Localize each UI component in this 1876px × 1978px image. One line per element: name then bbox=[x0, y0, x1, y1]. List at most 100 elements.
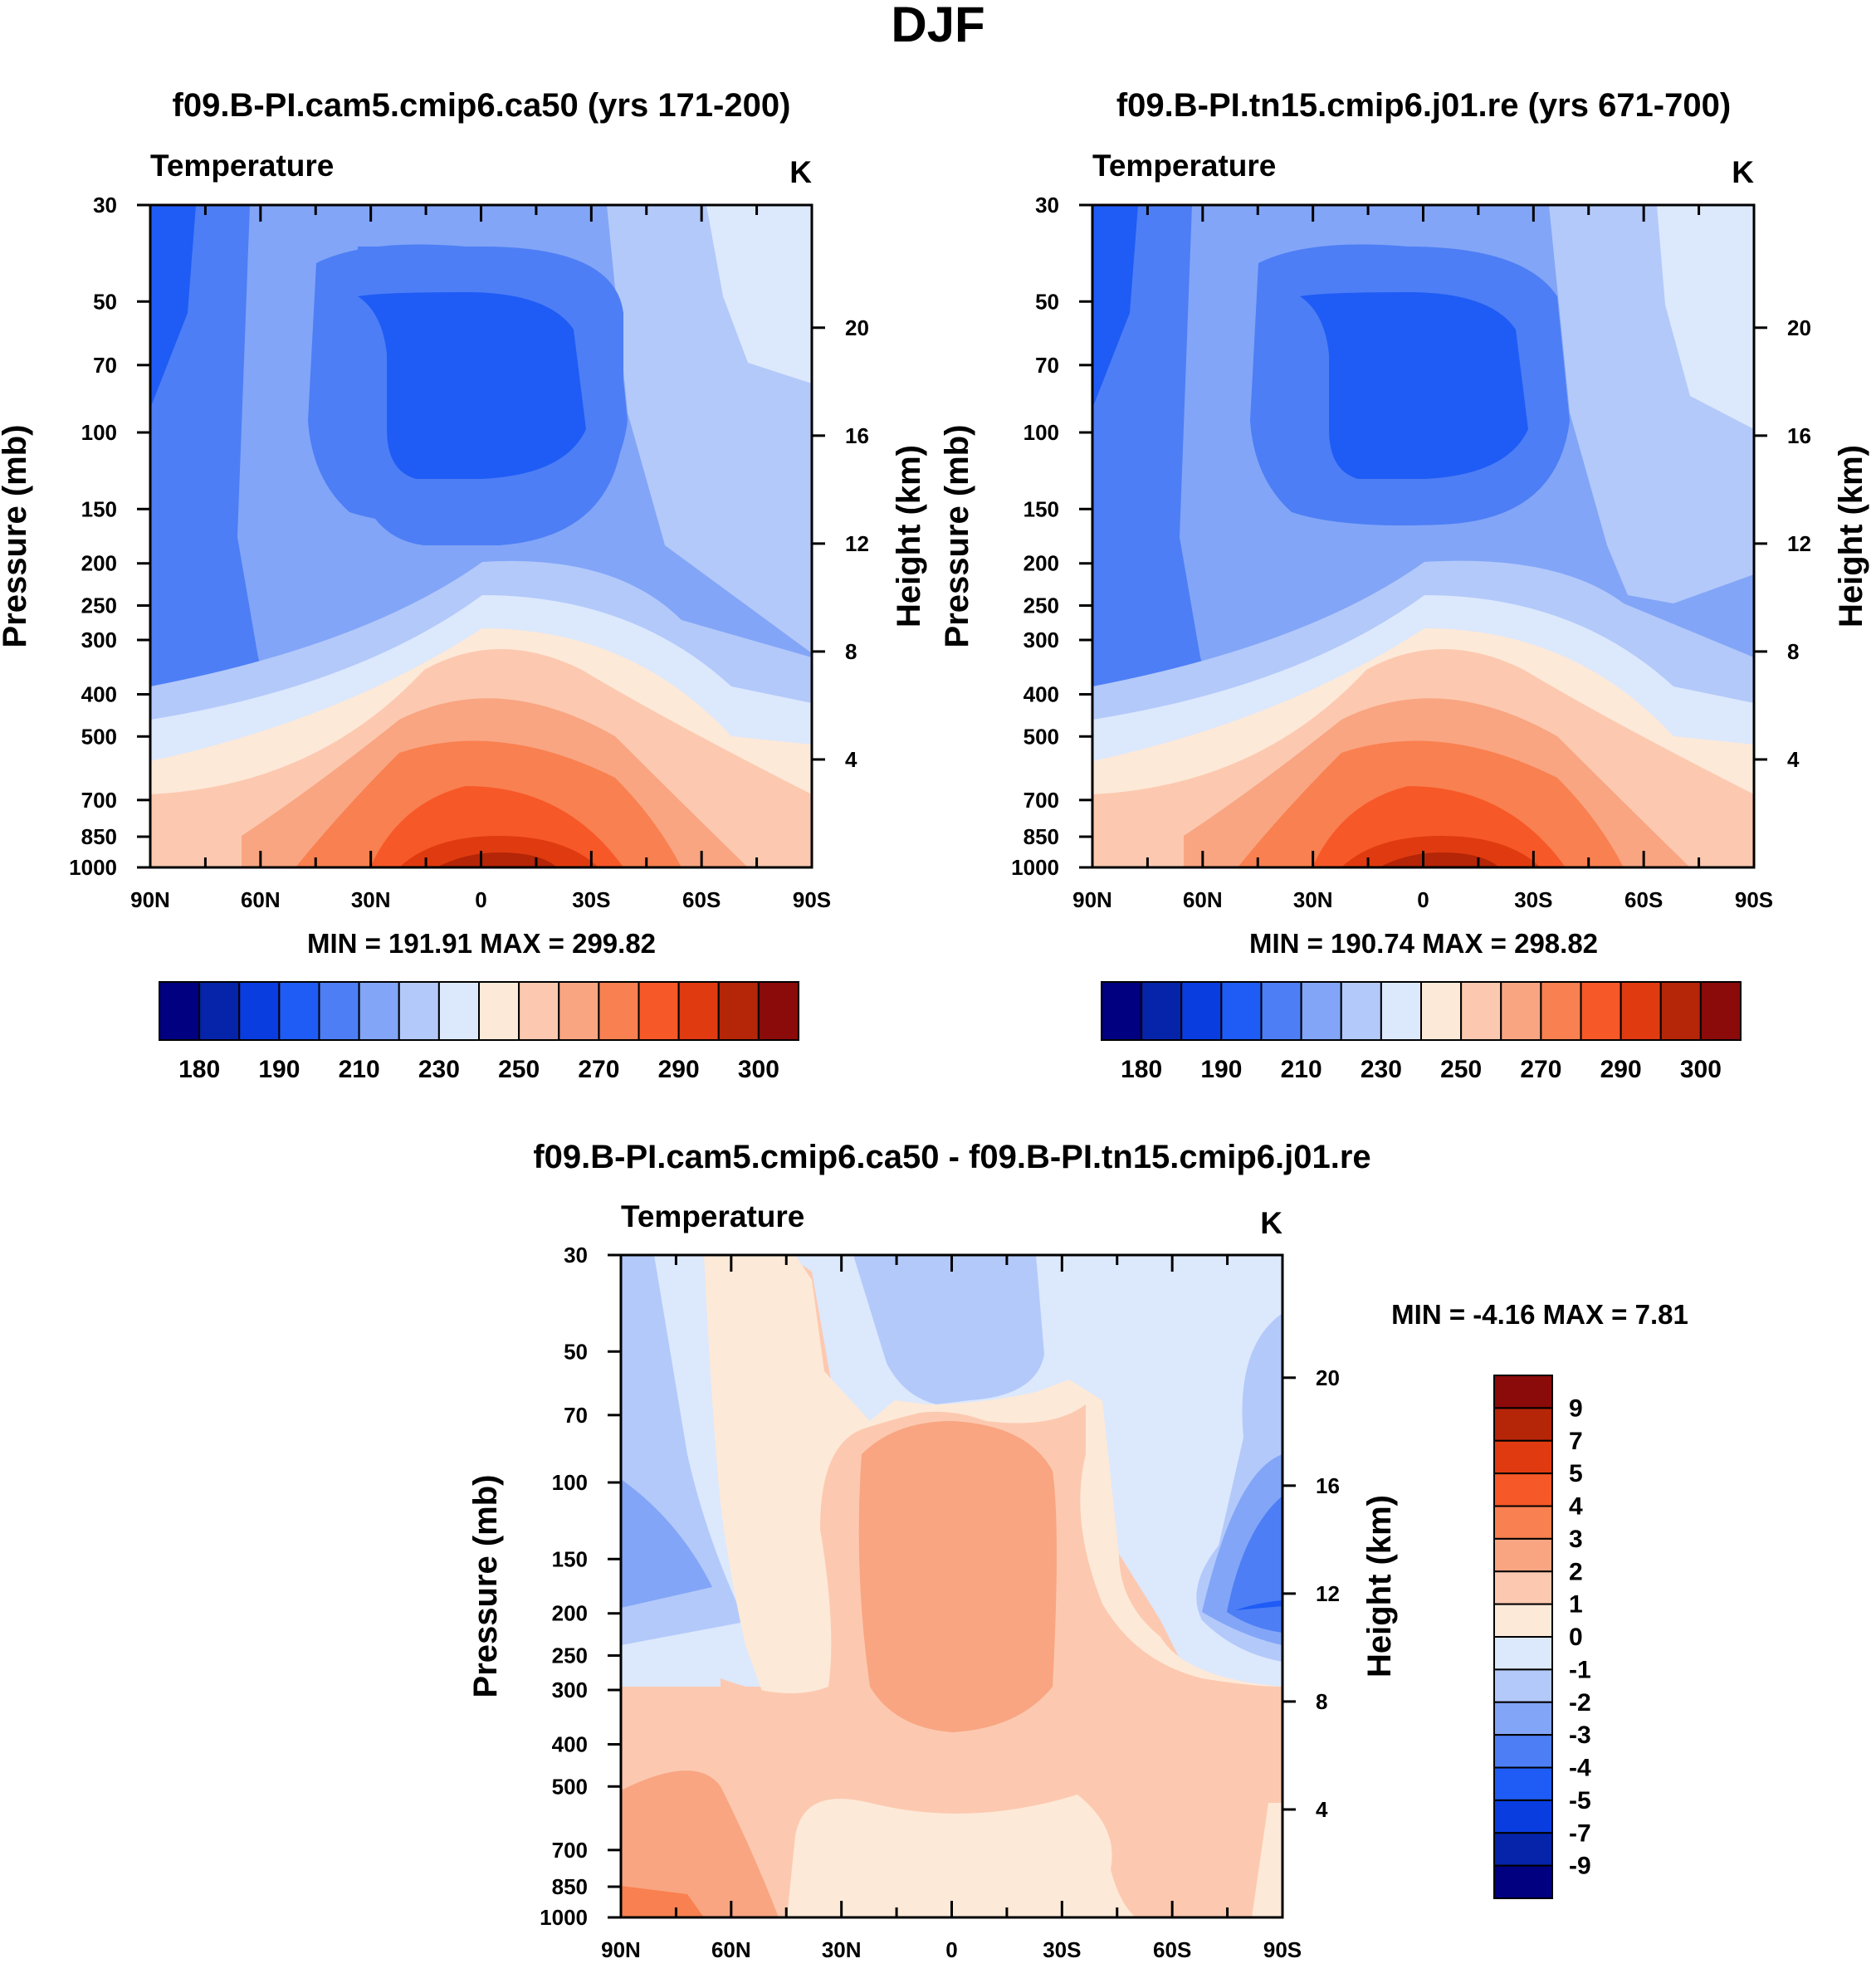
y-tick-label: 300 bbox=[1023, 628, 1059, 652]
x-tick-label: 30N bbox=[822, 1937, 862, 1962]
contour-band-240 bbox=[1657, 205, 1754, 429]
colorbar-box bbox=[1493, 1537, 1553, 1573]
height-tick-label: 16 bbox=[845, 423, 869, 448]
y-tick-label: 200 bbox=[1023, 551, 1059, 576]
contour-band-200 bbox=[1300, 292, 1528, 479]
stats-label: MIN = -4.16 MAX = 7.81 bbox=[1391, 1299, 1688, 1330]
units-label: K bbox=[1732, 155, 1754, 189]
y-tick-label: 30 bbox=[564, 1243, 588, 1267]
y-tick-label: 850 bbox=[1023, 824, 1059, 849]
height-tick-label: 4 bbox=[1787, 747, 1800, 772]
contour-band-210 bbox=[1092, 205, 1217, 728]
contour-band-0 bbox=[621, 1255, 1282, 1703]
colorbar-label: 290 bbox=[658, 1056, 700, 1083]
colorbar-box bbox=[1101, 981, 1143, 1041]
colorbar-label: 230 bbox=[1361, 1056, 1402, 1083]
colorbar-box bbox=[638, 981, 680, 1041]
x-tick-label: 0 bbox=[475, 887, 486, 912]
y-axis-right-title: Height (km) bbox=[891, 445, 927, 628]
colorbar-label: 180 bbox=[178, 1056, 220, 1083]
height-tick-label: 20 bbox=[1787, 315, 1811, 340]
x-tick-label: 30S bbox=[572, 887, 610, 912]
colorbar-label: 4 bbox=[1569, 1493, 1583, 1521]
field-label: Temperature bbox=[1092, 149, 1276, 183]
colorbar-label: 190 bbox=[258, 1056, 300, 1083]
contour-band-4 bbox=[621, 1886, 704, 1917]
colorbar-box bbox=[1493, 1766, 1553, 1801]
colorbar-box bbox=[1493, 1799, 1553, 1834]
y-tick-label: 400 bbox=[1023, 681, 1059, 706]
colorbar-box bbox=[558, 981, 600, 1041]
contour-band-300 bbox=[1379, 852, 1499, 867]
height-tick-label: 8 bbox=[845, 639, 857, 664]
colorbar-box bbox=[238, 981, 281, 1041]
colorbar-box bbox=[1493, 1864, 1553, 1899]
y-tick-label: 150 bbox=[552, 1546, 588, 1571]
field-label: Temperature bbox=[621, 1199, 804, 1233]
x-tick-label: 60S bbox=[682, 887, 721, 912]
colorbar-box bbox=[1493, 1603, 1553, 1638]
colorbar-box bbox=[1493, 1473, 1553, 1507]
colorbar-box bbox=[1580, 981, 1622, 1041]
contour-band-295 bbox=[1341, 836, 1541, 867]
y-tick-label: 50 bbox=[93, 289, 117, 314]
y-tick-label: 30 bbox=[1035, 193, 1059, 217]
colorbar-label: 2 bbox=[1569, 1558, 1583, 1585]
panel-top-right: f09.B-PI.tn15.cmip6.j01.re (yrs 671-700)… bbox=[1091, 87, 1756, 959]
height-tick-label: 20 bbox=[1316, 1365, 1340, 1390]
contour-field bbox=[150, 205, 812, 867]
contour-band-1 bbox=[1252, 1803, 1282, 1917]
colorbar-box bbox=[757, 981, 799, 1041]
y-tick-label: 700 bbox=[552, 1838, 588, 1863]
colorbar-box bbox=[518, 981, 560, 1041]
colorbar-box bbox=[1493, 1636, 1553, 1671]
colorbar-box bbox=[358, 981, 400, 1041]
colorbar-box bbox=[1141, 981, 1183, 1041]
y-tick-label: 700 bbox=[81, 788, 117, 813]
colorbar-box bbox=[1460, 981, 1502, 1041]
y-tick-label: 850 bbox=[81, 824, 117, 849]
colorbar-label: 7 bbox=[1569, 1428, 1583, 1455]
colorbar-box bbox=[1493, 1570, 1553, 1605]
colorbar-box bbox=[1493, 1832, 1553, 1867]
colorbar-label: 3 bbox=[1569, 1526, 1583, 1553]
colorbar-box bbox=[598, 981, 640, 1041]
y-tick-label: 70 bbox=[564, 1403, 588, 1428]
x-tick-label: 90N bbox=[130, 887, 170, 912]
x-tick-label: 90N bbox=[1072, 887, 1112, 912]
colorbar-box bbox=[1420, 981, 1463, 1041]
height-tick-label: 12 bbox=[845, 531, 869, 556]
colorbar-label: 300 bbox=[1680, 1056, 1722, 1083]
colorbar-label: 210 bbox=[339, 1056, 380, 1083]
colorbar-box bbox=[1493, 1505, 1553, 1540]
colorbar-label: 300 bbox=[738, 1056, 779, 1083]
x-tick-label: 30S bbox=[1514, 887, 1552, 912]
colorbar-label: 1 bbox=[1569, 1591, 1583, 1619]
y-tick-label: 1000 bbox=[69, 855, 117, 880]
colorbar-box bbox=[1220, 981, 1263, 1041]
colorbar-box bbox=[398, 981, 440, 1041]
x-tick-label: 30N bbox=[1293, 887, 1333, 912]
contour-band-3 bbox=[621, 1770, 779, 1917]
y-tick-label: 250 bbox=[81, 593, 117, 618]
y-tick-label: 150 bbox=[1023, 496, 1059, 521]
colorbar-label: -1 bbox=[1569, 1656, 1591, 1683]
y-tick-label: 500 bbox=[1023, 724, 1059, 749]
colorbar-box bbox=[1540, 981, 1582, 1041]
colorbar-box bbox=[1493, 1407, 1553, 1442]
x-tick-label: 90S bbox=[1263, 1937, 1302, 1962]
x-tick-label: 90S bbox=[793, 887, 831, 912]
contour-band-1 bbox=[787, 1795, 1136, 1917]
colorbar-box bbox=[437, 981, 480, 1041]
height-tick-label: 20 bbox=[845, 315, 869, 340]
colorbar-box bbox=[1180, 981, 1223, 1041]
y-tick-label: 30 bbox=[93, 193, 117, 217]
height-tick-label: 4 bbox=[845, 747, 857, 772]
contour-band-minus2 bbox=[621, 1479, 712, 1608]
height-tick-label: 8 bbox=[1787, 639, 1799, 664]
y-tick-label: 1000 bbox=[540, 1905, 588, 1930]
y-axis-right-title: Height (km) bbox=[1361, 1495, 1398, 1678]
x-tick-label: 60S bbox=[1624, 887, 1663, 912]
y-tick-label: 500 bbox=[552, 1774, 588, 1799]
contour-band-200 bbox=[1092, 205, 1138, 408]
